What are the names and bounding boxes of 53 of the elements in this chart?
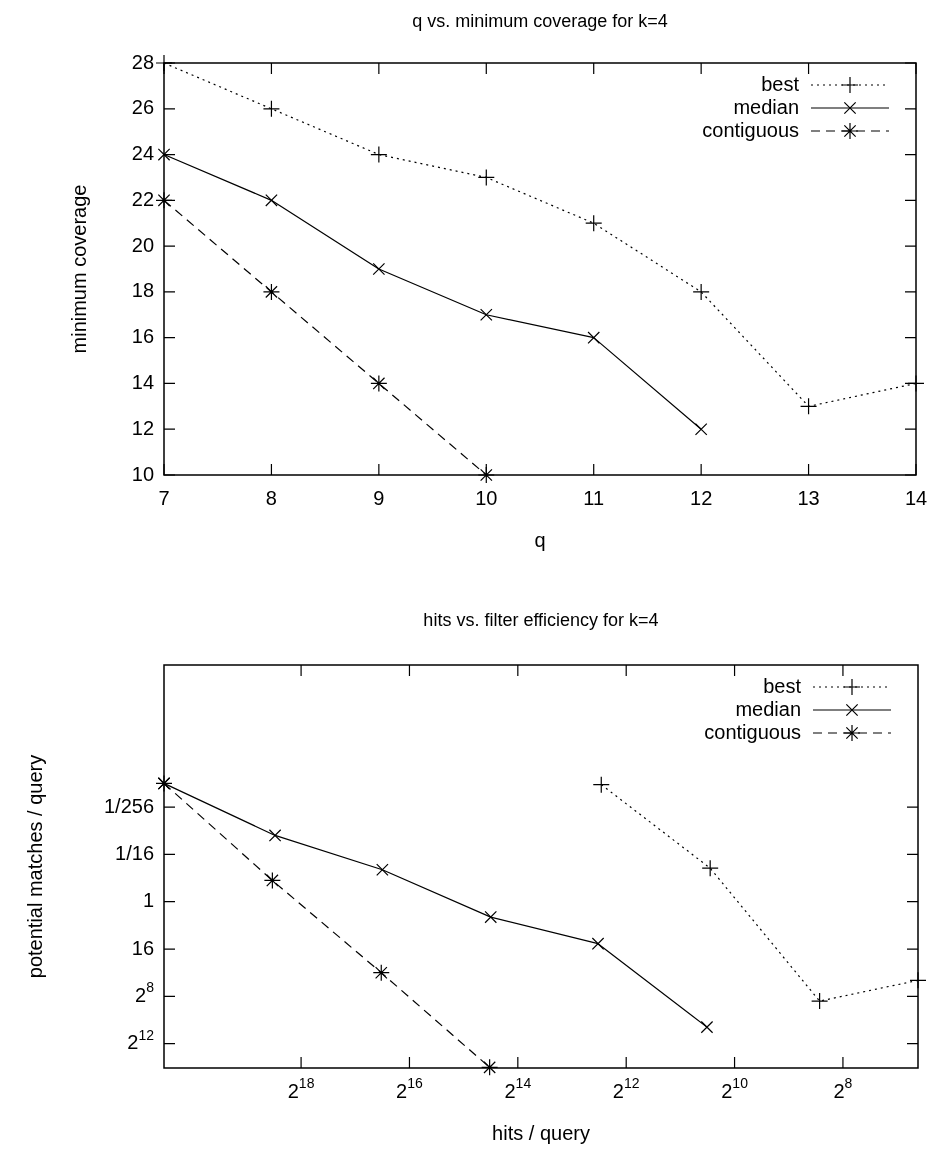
point bbox=[372, 262, 386, 276]
x-tick-label: 11 bbox=[583, 486, 605, 509]
x-tick-label: 9 bbox=[373, 486, 385, 509]
point bbox=[694, 422, 708, 436]
point bbox=[481, 1058, 499, 1076]
legend-label: median bbox=[733, 95, 800, 118]
x-tick-label: 12 bbox=[690, 486, 713, 509]
point bbox=[263, 871, 281, 890]
point bbox=[700, 1020, 714, 1034]
point bbox=[372, 964, 390, 982]
y-tick-label: 28 bbox=[131, 50, 154, 73]
legend-label: best bbox=[763, 674, 802, 697]
legend-label: contiguous bbox=[702, 118, 800, 141]
point bbox=[262, 283, 281, 301]
point bbox=[587, 331, 600, 344]
point bbox=[157, 148, 171, 161]
point bbox=[477, 466, 495, 484]
point bbox=[591, 937, 605, 950]
y-tick-label: 26 bbox=[131, 96, 154, 119]
x-tick-label: 13 bbox=[797, 486, 820, 509]
y-axis-title: minimum coverage bbox=[67, 184, 90, 354]
y-tick-label: 1/256 bbox=[103, 794, 155, 817]
y-tick-label: 1/16 bbox=[115, 841, 155, 864]
point bbox=[480, 308, 493, 322]
legend-label: best bbox=[761, 72, 800, 95]
point bbox=[370, 374, 388, 393]
y-tick-label: 24 bbox=[131, 142, 154, 165]
point bbox=[262, 100, 281, 118]
x-tick-label: 10 bbox=[475, 486, 498, 509]
point bbox=[484, 910, 497, 924]
chart-title: hits vs. filter efficiency for k=4 bbox=[423, 609, 659, 630]
y-tick-label: 18 bbox=[131, 279, 154, 302]
x-tick-label: 7 bbox=[158, 486, 170, 509]
y-tick-label: 1 bbox=[142, 889, 154, 912]
x-axis-title: q bbox=[534, 528, 546, 551]
y-tick-label: 20 bbox=[131, 233, 154, 256]
y-tick-label: 14 bbox=[131, 370, 154, 393]
y-tick-label: 12 bbox=[131, 416, 154, 439]
x-axis-title: hits / query bbox=[492, 1121, 590, 1144]
y-tick-label: 10 bbox=[131, 462, 154, 485]
y-tick-label: 16 bbox=[131, 325, 154, 348]
legend-label: median bbox=[735, 697, 802, 720]
point bbox=[376, 863, 389, 877]
y-tick-label: 22 bbox=[131, 187, 154, 210]
point bbox=[265, 194, 278, 207]
legend-label: contiguous bbox=[704, 720, 802, 743]
y-tick-label: 16 bbox=[131, 936, 154, 959]
point bbox=[268, 829, 282, 842]
point bbox=[799, 397, 818, 415]
x-tick-label: 14 bbox=[904, 486, 928, 509]
y-axis-title: potential matches / query bbox=[23, 754, 46, 979]
chart-title: q vs. minimum coverage for k=4 bbox=[412, 10, 668, 31]
x-tick-label: 8 bbox=[265, 486, 277, 509]
